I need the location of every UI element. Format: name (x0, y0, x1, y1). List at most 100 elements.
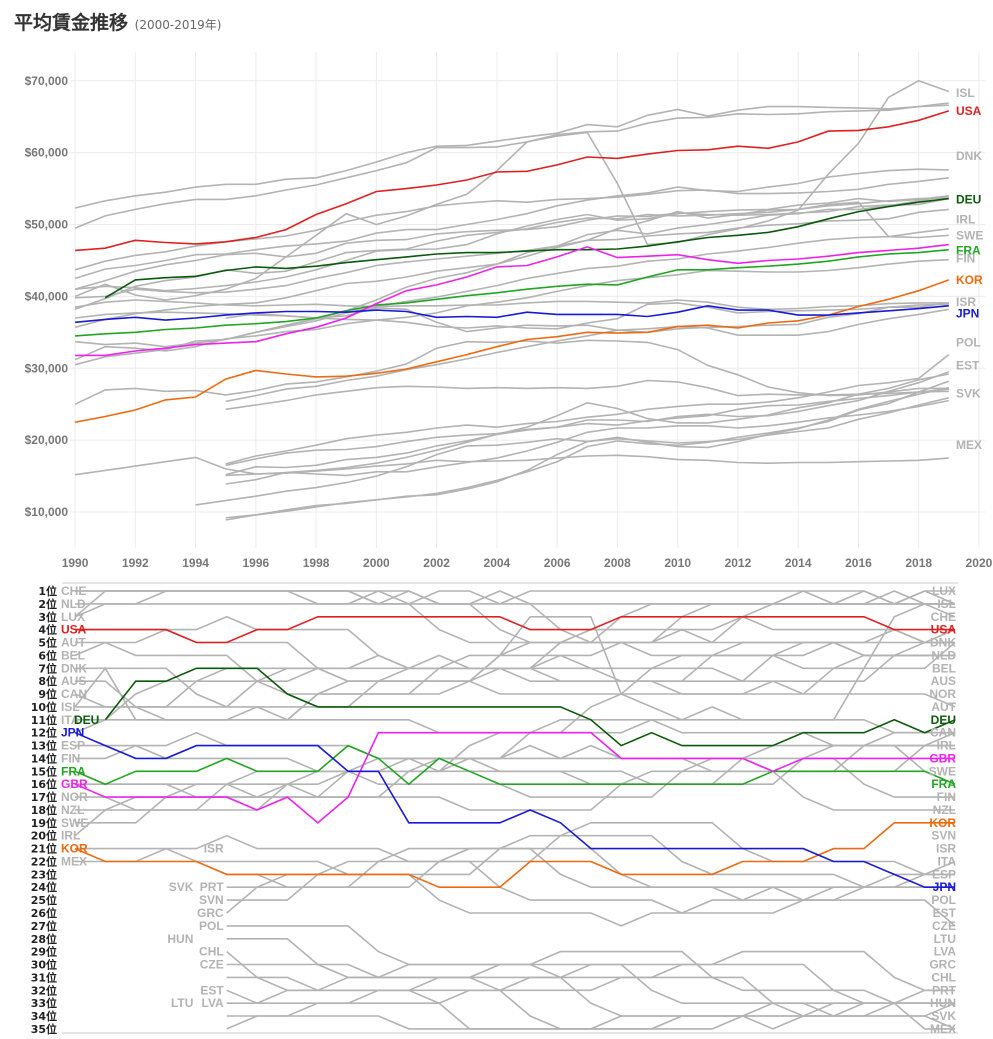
rank-end-label-dnk: DNK (930, 636, 956, 650)
rank-background-line (226, 938, 955, 1004)
rank-end-label-swe: SWE (929, 764, 956, 778)
rank-end-label-aut: AUT (931, 700, 956, 714)
rank-end-label-prt: PRT (932, 983, 957, 997)
rank-entry-label-chl: CHL (199, 945, 224, 959)
rank-tick-label: 22位 (31, 854, 57, 868)
series-line-gbr (75, 243, 949, 357)
rank-start-label-aus: AUS (61, 674, 86, 688)
end-label-swe: SWE (956, 228, 983, 242)
rank-line-kor (74, 822, 955, 888)
rank-end-label-mex: MEX (930, 1022, 956, 1036)
end-label-est: EST (956, 358, 980, 372)
end-label-usa: USA (956, 104, 982, 118)
end-label-irl: IRL (956, 212, 975, 226)
rank-entry-label-deu: DEU (74, 713, 99, 727)
rank-start-label-ita: ITA (61, 713, 80, 727)
rank-tick-label: 20位 (31, 829, 57, 843)
rank-end-label-deu: DEU (931, 713, 956, 727)
rank-end-label-ita: ITA (938, 854, 957, 868)
wage-line-chart: $10,000 $20,000 $30,000 $40,000 $50,000 $60,0… (25, 52, 993, 570)
rank-background-line (75, 654, 955, 721)
rank-end-label-jpn: JPN (933, 880, 956, 894)
series-line-grc (74, 339, 949, 405)
rank-tick-label: 33位 (31, 996, 57, 1010)
rank-end-label-ltu: LTU (934, 932, 956, 946)
end-label-jpn: JPN (956, 307, 979, 321)
rank-tick-label: 16位 (31, 777, 57, 791)
series-line-lva (225, 386, 949, 519)
wage-rank-chart: 1位2位3位4位5位6位7位8位9位10位11位12位13位14位15位16位1… (31, 582, 958, 1036)
x-tick-label: 2006 (544, 556, 571, 570)
rank-tick-label: 27位 (31, 919, 57, 933)
rank-entry-label-cze: CZE (200, 958, 224, 972)
rank-background-line (75, 641, 955, 721)
y-tick-label: $20,000 (25, 433, 69, 447)
rank-tick-label: 9位 (38, 687, 57, 701)
chart-title-main: 平均賃金推移 (14, 12, 129, 34)
rank-tick-label: 31位 (31, 970, 57, 984)
series-line-cze (225, 371, 950, 476)
rank-end-label-bel: BEL (932, 661, 956, 675)
rank-entry-label-ltu: LTU (171, 996, 193, 1010)
rank-start-label-fra: FRA (61, 764, 86, 778)
rank-line-deu (104, 667, 956, 747)
rank-tick-label: 1位 (38, 584, 57, 598)
x-tick-label: 2020 (966, 556, 993, 570)
rank-tick-label: 29位 (31, 945, 57, 959)
series-line-mex (74, 454, 949, 476)
series-line-ita (74, 299, 949, 311)
rank-tick-label: 19位 (31, 816, 57, 830)
end-label-fra: FRA (956, 243, 981, 257)
rank-tick-label: 26位 (31, 906, 57, 920)
chart-subtitle: (2000-2019年) (134, 18, 222, 32)
rank-tick-label: 34位 (31, 1009, 57, 1023)
rank-background-line (74, 641, 956, 695)
rank-line-jpn (74, 731, 955, 888)
rank-entry-label-svk: SVK (169, 880, 194, 894)
x-tick-label: 2002 (423, 556, 450, 570)
series-line-nld (74, 177, 949, 271)
y-tick-label: $60,000 (25, 146, 69, 160)
rank-tick-label: 4位 (38, 623, 57, 637)
rank-end-label-esp: ESP (932, 867, 956, 881)
rank-start-label-fin: FIN (61, 751, 80, 765)
rank-tick-label: 15位 (31, 764, 57, 778)
rank-end-label-pol: POL (931, 893, 956, 907)
series-line-isl (74, 79, 950, 301)
rank-end-label-svk: SVK (931, 1009, 956, 1023)
rank-end-label-usa: USA (931, 623, 957, 637)
rank-tick-label: 7位 (38, 661, 57, 675)
rank-background-line (75, 628, 955, 708)
rank-end-label-grc: GRC (929, 958, 956, 972)
rank-start-label-usa: USA (61, 623, 87, 637)
rank-tick-label: 13位 (31, 739, 57, 753)
x-tick-label: 1994 (182, 556, 209, 570)
rank-end-label-irl: IRL (937, 739, 956, 753)
rank-tick-label: 8位 (38, 674, 57, 688)
rank-entry-label-prt: PRT (200, 880, 225, 894)
rank-background-line (226, 847, 955, 901)
rank-start-label-mex: MEX (61, 854, 87, 868)
rank-end-label-aus: AUS (931, 674, 956, 688)
series-line-lux (74, 104, 949, 209)
rank-entry-label-est: EST (200, 983, 224, 997)
x-tick-label: 2014 (785, 556, 812, 570)
rank-end-label-gbr: GBR (929, 751, 956, 765)
rank-start-label-bel: BEL (61, 648, 85, 662)
series-line-fra (75, 248, 949, 337)
rank-start-label-nld: NLD (61, 597, 86, 611)
rank-end-label-kor: KOR (929, 816, 956, 830)
y-tick-label: $30,000 (25, 361, 69, 375)
series-line-isr (225, 302, 949, 334)
series-line-est (225, 373, 949, 485)
rank-start-label-lux: LUX (61, 610, 85, 624)
rank-line-isl (74, 603, 955, 721)
rank-start-label-nzl: NZL (61, 803, 84, 817)
series-line-usa (75, 110, 950, 252)
series-line-kor (74, 279, 950, 423)
x-tick-label: 1998 (303, 556, 330, 570)
rank-end-label-isl: ISL (937, 597, 956, 611)
rank-tick-label: 5位 (38, 636, 57, 650)
rank-end-label-hun: HUN (930, 996, 956, 1010)
y-tick-label: $40,000 (25, 289, 69, 303)
